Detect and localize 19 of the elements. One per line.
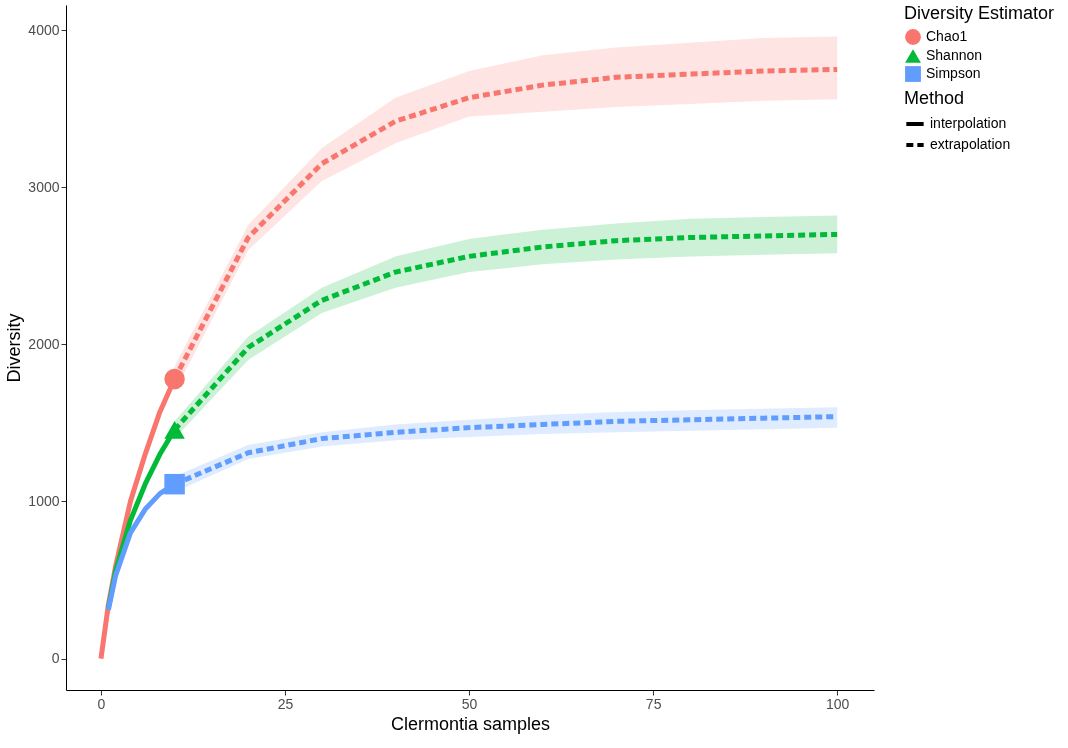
y-tick-label: 3000 [28,178,60,195]
legend-label: interpolation [930,115,1007,131]
x-tick-label: 100 [826,695,850,712]
x-tick-label: 25 [277,695,294,712]
x-tick-label: 50 [461,695,478,712]
legend-label: Shannon [926,47,983,63]
y-tick-label: 2000 [28,335,60,352]
legend-label: extrapolation [930,136,1011,152]
text: Method [904,88,965,108]
y-tick-label: 1000 [28,492,60,509]
y-tick-label: 0 [51,650,60,667]
y-axis-title: Diversity [4,313,25,383]
x-axis-title: Clermontia samples [390,713,551,734]
y-tick-label: 4000 [28,21,60,38]
legend-label: Chao1 [926,28,968,44]
legend-label: Simpson [926,65,981,81]
text: Diversity Estimator [904,3,1055,23]
x-tick-label: 0 [97,695,106,712]
x-tick-label: 75 [645,695,662,712]
